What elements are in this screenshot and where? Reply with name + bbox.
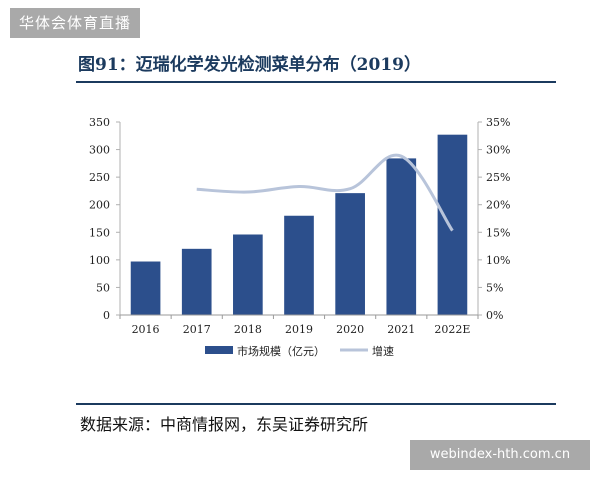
bar-2019: [284, 215, 314, 315]
left-tick-label: 50: [96, 281, 110, 294]
legend: 市场规模（亿元） 增速: [205, 344, 394, 358]
x-tick-label: 2022E: [434, 323, 470, 336]
bar-2016: [130, 261, 161, 315]
right-tick-label: 10%: [486, 254, 510, 267]
x-tick-label: 2018: [234, 323, 262, 336]
watermark: webindex-hth.com.cn: [410, 440, 590, 470]
left-tick-label: 0: [103, 309, 110, 322]
left-tick-label: 350: [89, 116, 110, 129]
bar-2020: [335, 193, 365, 315]
title-divider: [76, 81, 556, 83]
legend-label-bar: 市场规模（亿元）: [237, 344, 325, 358]
x-tick-label: 2016: [132, 323, 160, 336]
site-badge: 华体会体育直播: [10, 8, 140, 38]
legend-label-line: 增速: [372, 344, 394, 358]
growth-line: [196, 153, 454, 232]
legend-swatch-bar: [205, 346, 233, 354]
right-tick-label: 20%: [486, 199, 510, 212]
left-tick-label: 250: [89, 171, 110, 184]
right-axis: 0% 5% 10% 15% 20% 25% 30% 35%: [477, 116, 510, 322]
x-tick-label: 2020: [336, 323, 364, 336]
left-tick-label: 300: [89, 144, 110, 157]
right-tick-label: 30%: [486, 144, 510, 157]
left-tick-label: 200: [89, 199, 110, 212]
growth-line-series: [196, 153, 454, 232]
bar-2018: [233, 234, 263, 315]
bar-series: [130, 134, 468, 315]
figure-title: 图91：迈瑞化学发光检测菜单分布（2019）: [78, 55, 421, 75]
left-tick-label: 100: [89, 254, 110, 267]
right-tick-label: 0%: [486, 309, 503, 322]
right-tick-label: 35%: [486, 116, 510, 129]
left-tick-label: 150: [89, 226, 110, 239]
bar-2021: [386, 158, 417, 315]
market-size-chart: 0 50 100 150 200 250 300 350 0% 5% 10% 15% 20% 25% 30…: [89, 116, 510, 358]
x-tick-label: 2017: [183, 323, 211, 336]
left-axis: 0 50 100 150 200 250 300 350: [89, 116, 121, 322]
right-tick-label: 5%: [486, 281, 503, 294]
x-axis: 2016 2017 2018 2019 2020 2021 2022E: [119, 314, 479, 336]
right-tick-label: 15%: [486, 226, 510, 239]
x-tick-label: 2021: [387, 323, 415, 336]
bar-2017: [181, 248, 212, 315]
right-tick-label: 25%: [486, 171, 510, 184]
x-tick-label: 2019: [285, 323, 313, 336]
source-divider: [76, 403, 556, 405]
source-note: 数据来源：中商情报网，东吴证券研究所: [80, 415, 369, 434]
bar-2022E: [437, 134, 468, 315]
